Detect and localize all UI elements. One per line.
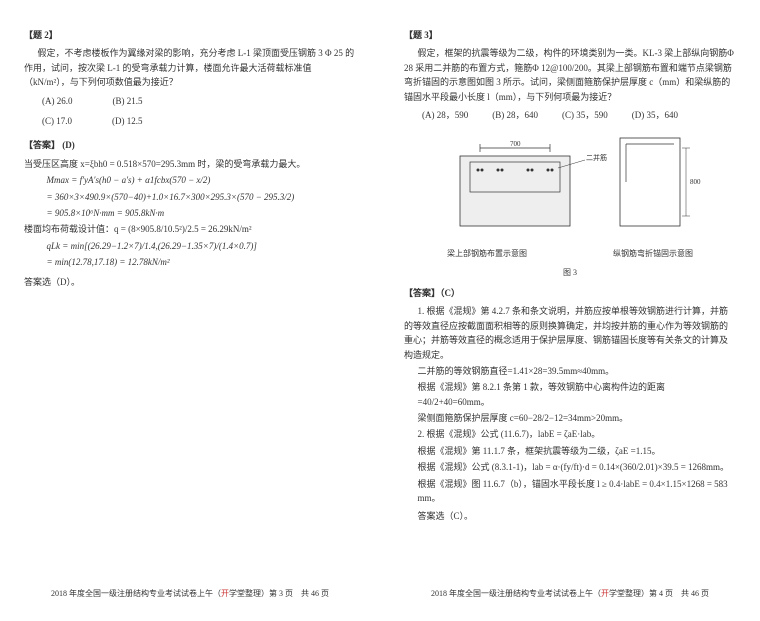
footer-text-b: 开 <box>221 589 229 598</box>
question-text: 假定，框架的抗震等级为二级，构件的环境类别为一类。KL-3 梁上部纵向钢筋Φ 2… <box>404 46 736 104</box>
dim-800-label: 800 <box>690 178 701 186</box>
answer-heading: 【答案】 (D) <box>24 138 356 152</box>
page-footer: 2018 年度全国一级注册结构专业考试试卷上午（开学堂整理）第 3 页 共 46… <box>24 588 356 601</box>
question-heading: 【题 3】 <box>404 28 736 42</box>
option-c: (C) 35，590 <box>562 108 608 122</box>
question-text: 假定，不考虑楼板作为翼缘对梁的影响，充分考虑 L-1 梁顶面受压钢筋 3 Φ 2… <box>24 46 356 89</box>
option-a: (A) 26.0 <box>42 94 73 108</box>
formula-5: = min(12.78,17.18) = 12.78kN/m² <box>47 255 357 269</box>
option-b: (B) 28，640 <box>492 108 538 122</box>
footer-text-a: 2018 年度全国一级注册结构专业考试试卷上午（ <box>431 589 601 598</box>
footer-text-b: 开 <box>601 589 609 598</box>
solution-p5: 2. 根据《混规》公式 (11.6.7)，labE = ζaE·lab。 <box>418 427 737 441</box>
caption-left: 梁上部钢筋布置示意图 <box>447 248 527 261</box>
page-right: 【题 3】 假定，框架的抗震等级为二级，构件的环境类别为一类。KL-3 梁上部纵… <box>380 0 760 621</box>
answer-line: 答案选（D）。 <box>24 275 356 289</box>
option-a: (A) 28，590 <box>422 108 468 122</box>
option-d: (D) 12.5 <box>112 114 143 128</box>
option-c: (C) 17.0 <box>42 114 72 128</box>
formula-4: qLk = min[(26.29−1.2×7)/1.4,(26.29−1.35×… <box>47 239 357 253</box>
options-row: (A) 28，590 (B) 28，640 (C) 35，590 (D) 35，… <box>422 108 736 122</box>
page-footer: 2018 年度全国一级注册结构专业考试试卷上午（开学堂整理）第 4 页 共 46… <box>404 588 736 601</box>
solution-p7: 根据《混规》公式 (8.3.1-1)，lab = α·(fy/ft)·d = 0… <box>418 460 737 474</box>
solution-line-1: 当受压区高度 x=ξbh0 = 0.518×570=295.3mm 时，梁的受弯… <box>24 157 356 171</box>
options-row-1: (A) 26.0 (B) 21.5 <box>42 94 356 108</box>
solution-p1: 1. 根据《混规》第 4.2.7 条和条文说明，并筋应按单根等效钢筋进行计算，并… <box>404 304 736 362</box>
solution-p4: 梁侧面箍筋保护层厚度 c=60−28/2−12=34mm>20mm。 <box>418 411 737 425</box>
option-b: (B) 21.5 <box>113 94 143 108</box>
caption-right: 纵钢筋弯折锚固示意图 <box>613 248 693 261</box>
figure-3-diagram: 700 二并筋 800 <box>430 130 710 240</box>
formula-3: = 905.8×10⁶N·mm = 905.8kN·m <box>47 206 357 220</box>
solution-p8: 根据《混规》图 11.6.7（b），锚固水平段长度 l ≥ 0.4·labE =… <box>418 477 737 506</box>
footer-text-c: 学堂整理）第 4 页 共 46 页 <box>609 589 709 598</box>
solution-p6: 根据《混规》第 11.1.7 条，框架抗震等级为二级，ζaE =1.15。 <box>418 444 737 458</box>
bj-label: 二并筋 <box>586 153 607 162</box>
formula-1: Mmax = f′yA′s(h0 − a′s) + α1fcbx(570 − x… <box>47 173 357 187</box>
solution-p2: 二并筋的等效钢筋直径=1.41×28=39.5mm≈40mm。 <box>418 364 737 378</box>
dim-700-label: 700 <box>510 140 521 148</box>
footer-text-a: 2018 年度全国一级注册结构专业考试试卷上午（ <box>51 589 221 598</box>
solution-line-2: 楼面均布荷载设计值：q = (8×905.8/10.5²)/2.5 = 26.2… <box>24 222 356 236</box>
answer-heading: 【答案】（C） <box>404 286 736 300</box>
solution-p3: 根据《混规》第 8.2.1 条第 1 款，等效钢筋中心离构件边的距离=40/2+… <box>418 380 737 409</box>
formula-2: = 360×3×490.9×(570−40)+1.0×16.7×300×295.… <box>47 190 357 204</box>
question-heading: 【题 2】 <box>24 28 356 42</box>
footer-text-c: 学堂整理）第 3 页 共 46 页 <box>229 589 329 598</box>
answer-line: 答案选（C）。 <box>418 509 737 523</box>
page-left: 【题 2】 假定，不考虑楼板作为翼缘对梁的影响，充分考虑 L-1 梁顶面受压钢筋… <box>0 0 380 621</box>
options-row-2: (C) 17.0 (D) 12.5 <box>42 114 356 128</box>
figure-label: 图 3 <box>404 267 736 280</box>
figure-captions: 梁上部钢筋布置示意图 纵钢筋弯折锚固示意图 <box>404 248 736 261</box>
option-d: (D) 35，640 <box>632 108 678 122</box>
